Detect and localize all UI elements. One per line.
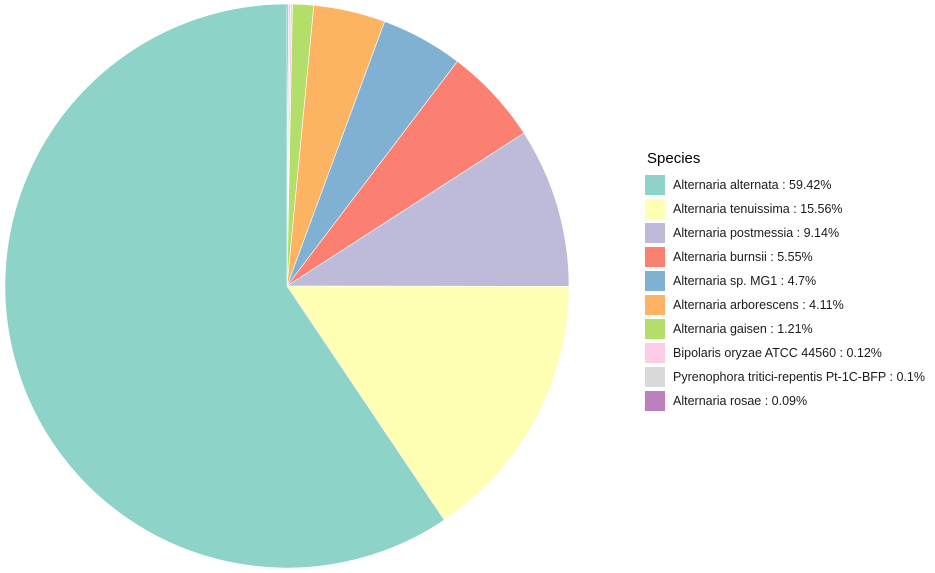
legend-item: Alternaria postmessia : 9.14% — [645, 221, 925, 245]
legend-item: Pyrenophora tritici-repentis Pt-1C-BFP :… — [645, 365, 925, 389]
legend-swatch — [645, 247, 665, 267]
legend-item: Bipolaris oryzae ATCC 44560 : 0.12% — [645, 341, 925, 365]
legend-item: Alternaria gaisen : 1.21% — [645, 317, 925, 341]
legend-swatch — [645, 295, 665, 315]
pie-slice-alternaria-alternata — [4, 3, 445, 569]
legend-item: Alternaria arborescens : 4.11% — [645, 293, 925, 317]
legend-swatch — [645, 319, 665, 339]
legend-label: Alternaria burnsii : 5.55% — [673, 250, 813, 264]
legend-swatch — [645, 199, 665, 219]
legend-swatch — [645, 391, 665, 411]
legend-swatch — [645, 367, 665, 387]
legend-swatch — [645, 343, 665, 363]
legend-item: Alternaria tenuissima : 15.56% — [645, 197, 925, 221]
legend-item: Alternaria burnsii : 5.55% — [645, 245, 925, 269]
pie-slices — [4, 3, 570, 569]
legend-label: Alternaria tenuissima : 15.56% — [673, 202, 843, 216]
legend-title: Species — [647, 150, 701, 167]
legend-label: Alternaria arborescens : 4.11% — [673, 298, 844, 312]
pie-slice-alternaria-postmessia — [285, 132, 570, 287]
legend-swatch — [645, 271, 665, 291]
legend-item: Alternaria rosae : 0.09% — [645, 389, 925, 413]
legend-label: Alternaria alternata : 59.42% — [673, 178, 832, 192]
legend: Species Alternaria alternata : 59.42% Alt… — [645, 150, 925, 413]
legend-item: Alternaria alternata : 59.42% — [645, 173, 925, 197]
legend-label: Pyrenophora tritici-repentis Pt-1C-BFP :… — [673, 370, 925, 384]
legend-label: Alternaria rosae : 0.09% — [673, 394, 808, 408]
legend-label: Alternaria gaisen : 1.21% — [673, 322, 813, 336]
legend-label: Alternaria sp. MG1 : 4.7% — [673, 274, 817, 288]
legend-items: Alternaria alternata : 59.42% Alternaria … — [645, 173, 925, 413]
legend-label: Alternaria postmessia : 9.14% — [673, 226, 840, 240]
legend-swatch — [645, 175, 665, 195]
pie-slice-alternaria-tenuissima — [286, 285, 570, 521]
legend-item: Alternaria sp. MG1 : 4.7% — [645, 269, 925, 293]
legend-label: Bipolaris oryzae ATCC 44560 : 0.12% — [673, 346, 882, 360]
legend-swatch — [645, 223, 665, 243]
